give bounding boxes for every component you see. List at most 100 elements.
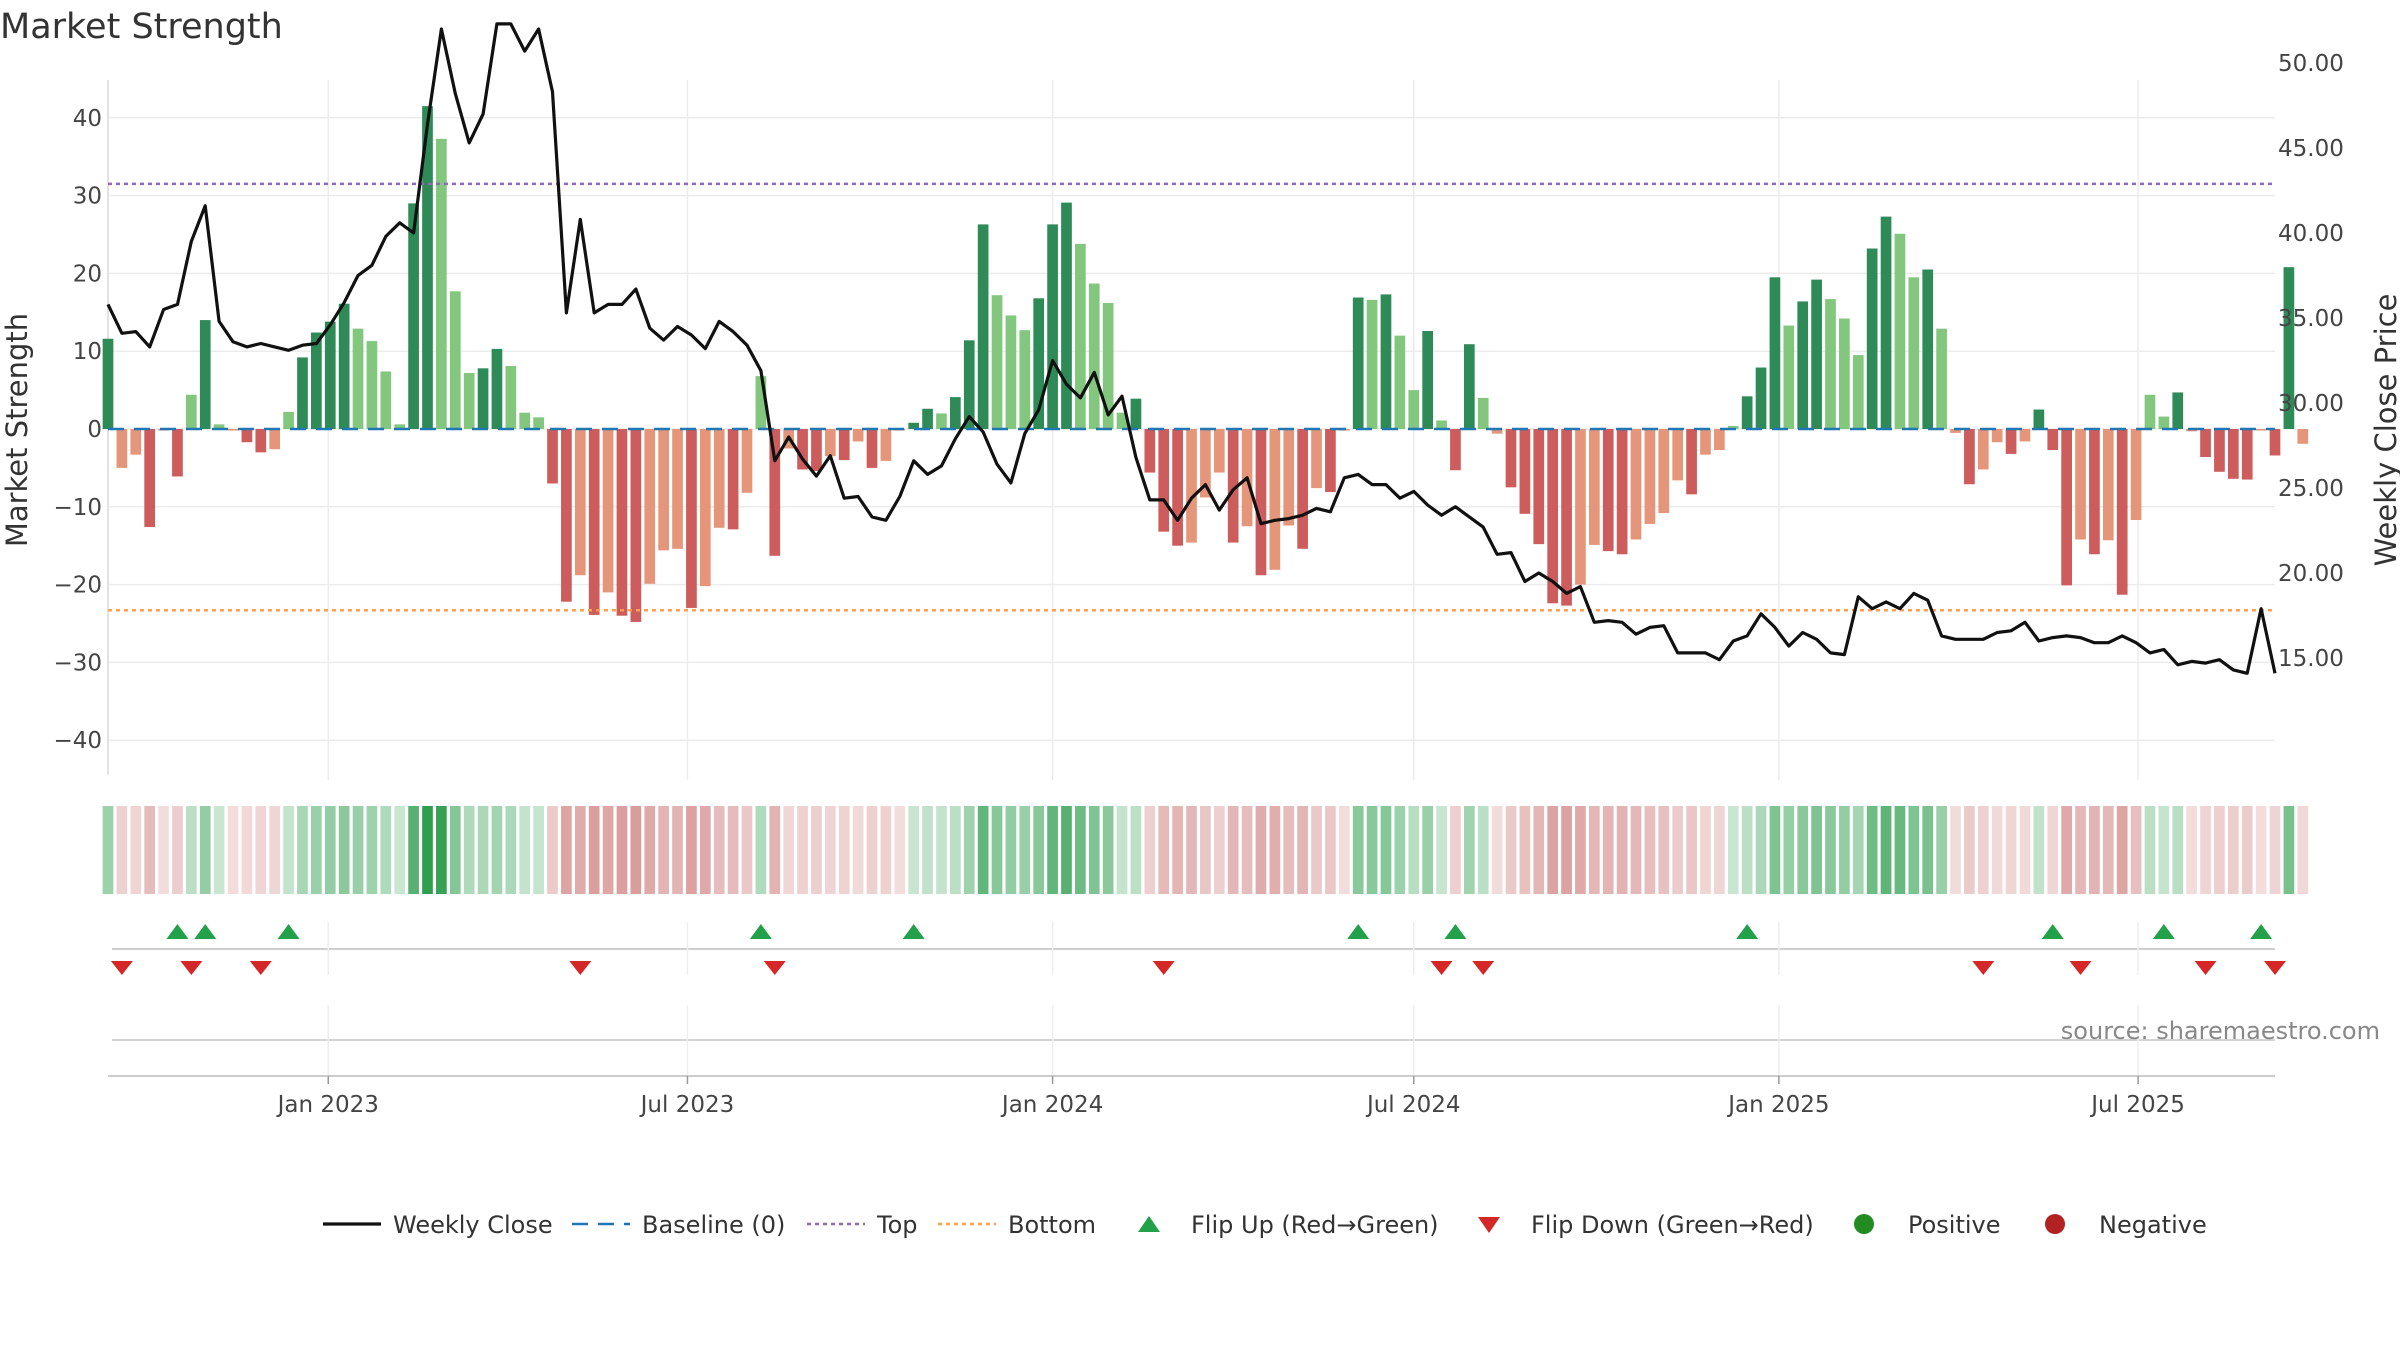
- strip-cell: [658, 806, 669, 894]
- strip-cell: [130, 806, 142, 894]
- strength-bar: [1852, 355, 1864, 429]
- strip-cell: [1450, 806, 1461, 894]
- strength-bar: [1491, 429, 1503, 434]
- strength-bar: [2033, 409, 2045, 429]
- strength-bar: [1005, 315, 1017, 429]
- strength-bar: [2116, 429, 2128, 595]
- flip-down-marker: [249, 961, 272, 975]
- strength-bar: [1769, 277, 1781, 429]
- strength-bar: [1630, 429, 1642, 540]
- strip-cell: [991, 806, 1003, 894]
- legend-label: Baseline (0): [642, 1211, 785, 1239]
- strip-cell: [2186, 806, 2198, 894]
- strength-bar: [699, 429, 711, 587]
- strip-cell: [588, 806, 600, 894]
- strength-bar: [283, 411, 294, 429]
- flip-down-marker: [1472, 961, 1495, 975]
- strip-cell: [1325, 806, 1336, 894]
- legend-swatch-tri-up: [1138, 1216, 1160, 1232]
- strength-bar: [977, 224, 989, 429]
- strength-bar: [824, 429, 836, 457]
- strength-bar: [463, 372, 475, 429]
- strength-bar: [533, 417, 544, 429]
- strip-cell: [1977, 806, 1989, 894]
- strip-cell: [116, 806, 128, 894]
- strength-bar: [1700, 429, 1711, 455]
- strength-bar: [2061, 429, 2072, 586]
- strip-cell: [2144, 806, 2156, 894]
- strip-cell: [672, 806, 683, 894]
- strip-cell: [1700, 806, 1711, 894]
- strength-bar: [1450, 429, 1461, 471]
- strip-cell: [324, 806, 336, 894]
- strip-cell: [1241, 806, 1253, 894]
- strength-bar: [102, 338, 114, 429]
- strength-bar: [2283, 267, 2295, 429]
- flip-down-marker: [2264, 961, 2286, 975]
- strength-bar: [1811, 279, 1822, 429]
- strength-bar: [1325, 429, 1336, 493]
- legend-label: Weekly Close: [393, 1211, 553, 1239]
- strip-cell: [1797, 806, 1809, 894]
- strip-cell: [2269, 806, 2281, 894]
- strength-bar: [394, 424, 406, 429]
- left-tick-label: −10: [53, 495, 102, 521]
- strip-cell: [1686, 806, 1697, 894]
- strength-bar: [1227, 429, 1239, 543]
- strength-bar: [2227, 429, 2239, 479]
- strength-bar: [1950, 429, 1961, 433]
- strip-cell: [185, 806, 197, 894]
- left-tick-label: −30: [53, 650, 102, 676]
- strip-cell: [686, 806, 697, 894]
- strip-cell: [1880, 806, 1892, 894]
- legend-label: Flip Down (Green→Red): [1531, 1211, 1814, 1239]
- strip-cell: [2214, 806, 2225, 894]
- strip-cell: [394, 806, 406, 894]
- strength-bar: [408, 203, 419, 429]
- strength-bar: [727, 429, 739, 530]
- strip-cell: [977, 806, 989, 894]
- strength-bar: [880, 429, 892, 461]
- strength-bar: [1075, 243, 1086, 429]
- strip-cell: [1186, 806, 1197, 894]
- strip-cell: [1936, 806, 1947, 894]
- x-tick-label: Jul 2023: [639, 1092, 735, 1118]
- strength-bar: [2158, 416, 2170, 429]
- strip-cell: [1005, 806, 1017, 894]
- strip-cell: [408, 806, 419, 894]
- strip-cell: [227, 806, 239, 894]
- strength-bar: [172, 429, 183, 477]
- strip-cell: [1255, 806, 1267, 894]
- strength-bar: [574, 429, 586, 576]
- strip-cell: [2283, 806, 2295, 894]
- strip-cell: [199, 806, 211, 894]
- strip-cell: [2200, 806, 2211, 894]
- strip-cell: [1866, 806, 1878, 894]
- strip-cell: [241, 806, 253, 894]
- strength-bar: [1477, 397, 1489, 429]
- right-tick-label: 15.00: [2278, 646, 2344, 672]
- left-y-axis: 40 30 20 10 0 −10 −20 −30 −40: [53, 106, 102, 754]
- strip-cell: [1991, 806, 2003, 894]
- strength-bar: [616, 429, 628, 616]
- flip-up-marker: [1736, 924, 1759, 939]
- strength-bar: [144, 429, 156, 528]
- strip-cell: [547, 806, 558, 894]
- strength-bar: [1561, 429, 1572, 606]
- strip-cell: [908, 806, 920, 894]
- strip-cell: [1839, 806, 1850, 894]
- strip-cell: [533, 806, 544, 894]
- right-tick-label: 30.00: [2278, 391, 2344, 417]
- strength-bar: [1533, 429, 1545, 545]
- strip-cell: [1727, 806, 1739, 894]
- strength-bar: [213, 424, 225, 429]
- strip-cell: [1213, 806, 1225, 894]
- strip-cell: [436, 806, 447, 894]
- strength-bar: [1352, 297, 1364, 429]
- right-tick-label: 25.00: [2278, 476, 2344, 502]
- strip-cell: [824, 806, 836, 894]
- strength-bar: [1436, 420, 1447, 429]
- weekly-close-path: [106, 22, 2277, 675]
- legend-circle-icon: [1854, 1214, 1874, 1234]
